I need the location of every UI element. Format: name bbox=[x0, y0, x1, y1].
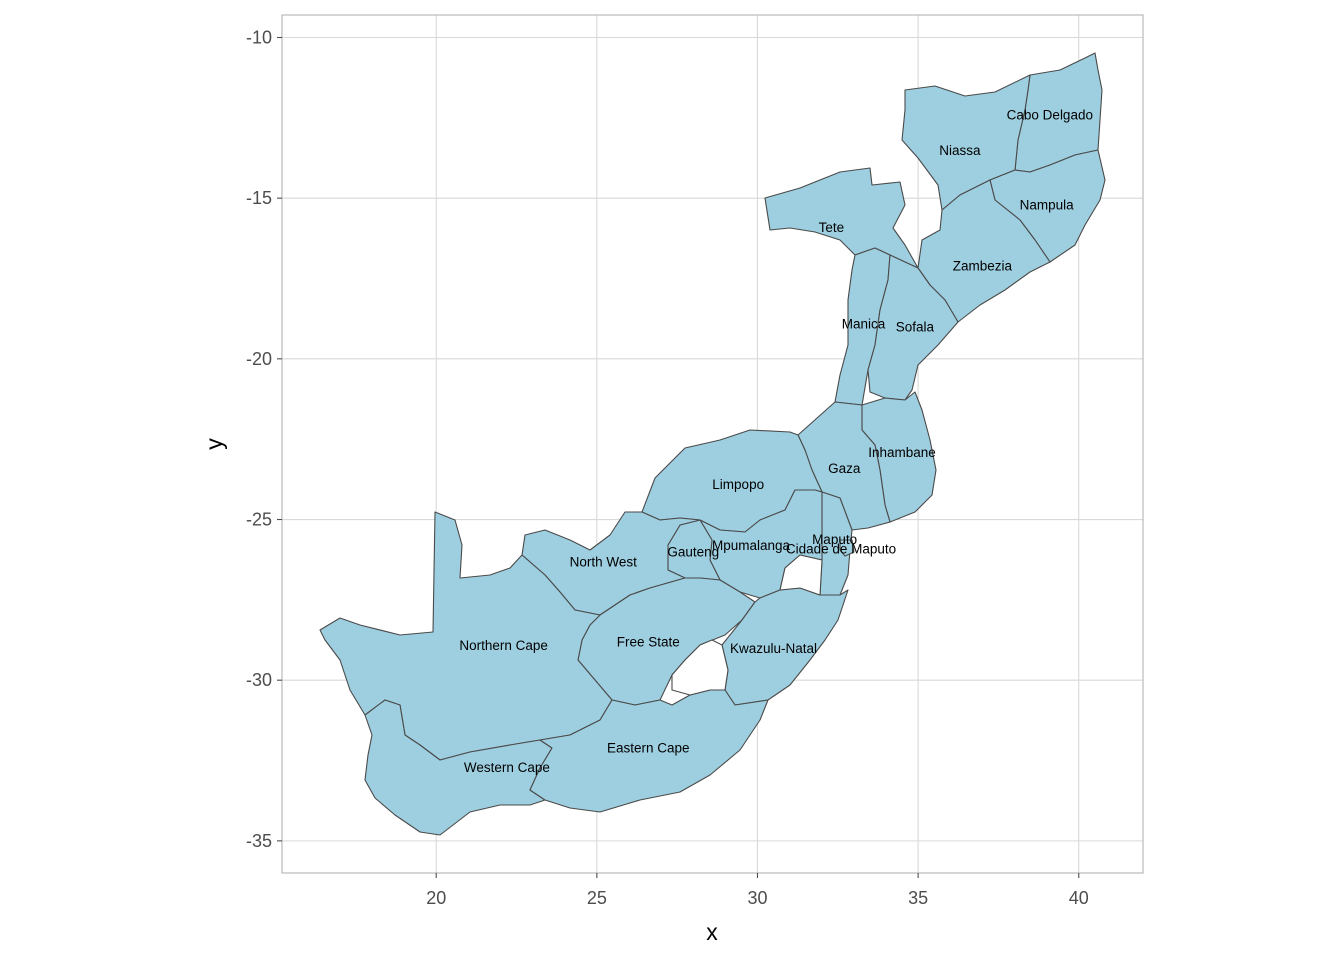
region-shape-sofala bbox=[867, 254, 959, 401]
region-label-north-west: North West bbox=[570, 554, 638, 569]
region-label-free-state: Free State bbox=[617, 635, 680, 650]
eswatini-gap bbox=[779, 554, 823, 596]
region-labels: Cabo Delgado Niassa Nampula Tete Zambezia Man… bbox=[459, 108, 1093, 775]
region-label-maputo: Maputo bbox=[812, 532, 857, 547]
region-label-inhambane: Inhambane bbox=[868, 445, 936, 460]
region-label-sofala: Sofala bbox=[896, 320, 935, 335]
region-label-mpumalanga: Mpumalanga bbox=[712, 538, 791, 553]
panel-border bbox=[281, 14, 1144, 874]
y-axis-title: y bbox=[201, 438, 227, 450]
region-label-eastern-cape: Eastern Cape bbox=[607, 741, 690, 756]
region-label-nampula: Nampula bbox=[1020, 198, 1075, 213]
x-tick-label: 25 bbox=[587, 888, 607, 908]
y-tick-label: -15 bbox=[246, 188, 272, 208]
y-tick-label: -10 bbox=[246, 27, 272, 47]
y-axis-ticks: -10 -15 -20 -25 -30 -35 bbox=[246, 27, 282, 851]
region-label-cabo-delgado: Cabo Delgado bbox=[1007, 108, 1093, 123]
lesotho-gap bbox=[671, 639, 729, 696]
region-label-gaza: Gaza bbox=[828, 461, 861, 476]
x-axis-ticks: 20 25 30 35 40 bbox=[426, 873, 1089, 908]
region-shape-eastern-cape bbox=[529, 689, 769, 813]
y-tick-label: -25 bbox=[246, 510, 272, 530]
region-shape-cidade-de-maputo bbox=[839, 539, 855, 557]
x-tick-label: 20 bbox=[426, 888, 446, 908]
y-tick-label: -20 bbox=[246, 349, 272, 369]
region-shape-zambezia bbox=[917, 179, 1051, 323]
region-label-kwazulu-natal: Kwazulu-Natal bbox=[730, 641, 817, 656]
x-axis-title: x bbox=[706, 919, 718, 945]
x-tick-label: 30 bbox=[747, 888, 767, 908]
region-label-tete: Tete bbox=[819, 220, 845, 235]
region-label-manica: Manica bbox=[842, 316, 886, 331]
region-label-zambezia: Zambezia bbox=[953, 259, 1013, 274]
region-shapes bbox=[319, 52, 1106, 836]
region-label-western-cape: Western Cape bbox=[464, 760, 550, 775]
region-label-niassa: Niassa bbox=[939, 143, 981, 158]
region-label-cidade-de-maputo: Cidade de Maputo bbox=[786, 541, 896, 556]
y-tick-label: -35 bbox=[246, 831, 272, 851]
x-tick-label: 35 bbox=[908, 888, 928, 908]
region-label-gauteng: Gauteng bbox=[667, 545, 719, 560]
region-label-northern-cape: Northern Cape bbox=[459, 638, 548, 653]
x-tick-label: 40 bbox=[1069, 888, 1089, 908]
region-label-limpopo: Limpopo bbox=[712, 477, 764, 492]
region-shape-tete bbox=[764, 167, 919, 269]
y-tick-label: -30 bbox=[246, 670, 272, 690]
